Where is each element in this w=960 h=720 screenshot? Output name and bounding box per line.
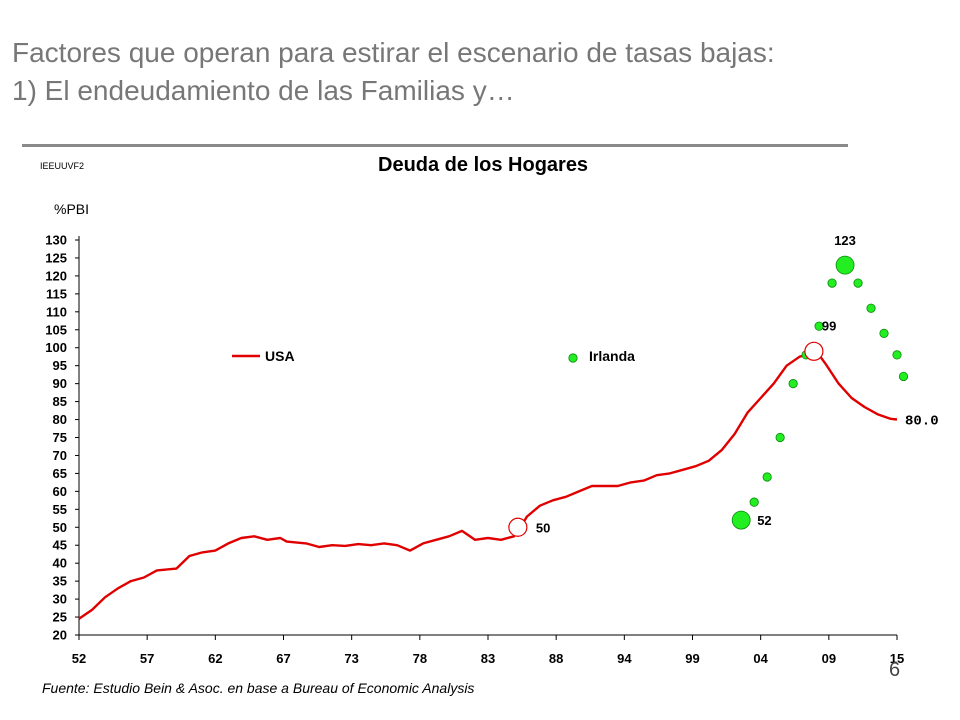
y-tick-label: 70 xyxy=(53,448,67,463)
irlanda-point xyxy=(853,278,863,288)
irlanda-point xyxy=(898,371,909,382)
y-axis-label: %PBI xyxy=(54,201,90,217)
irlanda-point xyxy=(762,472,772,482)
legend-usa-label: USA xyxy=(265,348,295,364)
x-tick-label: 62 xyxy=(208,651,222,666)
irlanda-series xyxy=(731,255,909,530)
chart-annotations: 50 99 80.0 52 123 xyxy=(508,233,939,537)
series-code: IEEUUVF2 xyxy=(40,161,85,171)
usa-low-marker xyxy=(508,517,528,537)
slide-title-line-1: Factores que operan para estirar el esce… xyxy=(12,37,775,68)
y-tick-label: 45 xyxy=(53,538,67,553)
irlanda-peak-label: 123 xyxy=(834,233,856,248)
x-tick-label: 78 xyxy=(413,651,427,666)
irlanda-point xyxy=(892,350,902,360)
usa-line xyxy=(78,351,898,620)
y-tick-label: 30 xyxy=(53,592,67,607)
y-tick-label: 90 xyxy=(53,376,67,391)
chart-axes: 130 125 120 115 110 105 100 95 90 85 80 75 70 65 60 55 5… xyxy=(45,233,904,667)
irlanda-point xyxy=(866,303,876,313)
y-tick-label: 35 xyxy=(53,574,67,589)
y-tick-label: 50 xyxy=(53,520,67,535)
x-tick-label: 52 xyxy=(72,651,86,666)
y-tick-label: 95 xyxy=(53,358,67,373)
y-tick-label: 20 xyxy=(53,628,67,643)
y-tick-label: 85 xyxy=(53,394,67,409)
x-tick-label: 04 xyxy=(753,651,768,666)
usa-end-label: 80.0 xyxy=(905,414,939,430)
y-tick-label: 55 xyxy=(53,502,67,517)
y-tick-label: 115 xyxy=(46,286,67,301)
irlanda-point xyxy=(749,497,759,507)
y-tick-label: 110 xyxy=(46,304,67,319)
source-note: Fuente: Estudio Bein & Asoc. en base a B… xyxy=(42,680,475,696)
y-tick-label: 100 xyxy=(45,340,67,355)
y-tick-label: 130 xyxy=(45,233,67,248)
y-tick-label: 65 xyxy=(53,466,67,481)
legend-irlanda-swatch xyxy=(568,353,578,363)
x-tick-label: 57 xyxy=(140,651,154,666)
usa-peak-label: 99 xyxy=(822,318,836,333)
irlanda-highlight-point xyxy=(835,255,855,275)
irlanda-point xyxy=(788,379,798,389)
y-tick-label: 125 xyxy=(45,250,67,265)
irlanda-point xyxy=(814,321,824,331)
y-tick-label: 75 xyxy=(53,430,67,445)
x-tick-label: 88 xyxy=(549,651,563,666)
x-tick-label: 73 xyxy=(344,651,358,666)
y-tick-label: 40 xyxy=(53,556,67,571)
x-tick-label: 09 xyxy=(822,651,836,666)
y-tick-label: 120 xyxy=(45,268,67,283)
x-tick-label: 94 xyxy=(617,651,632,666)
x-tick-label: 67 xyxy=(276,651,290,666)
irlanda-point xyxy=(827,278,837,288)
x-tick-label: 99 xyxy=(685,651,699,666)
slide-title: Factores que operan para estirar el esce… xyxy=(12,34,957,110)
y-tick-label: 80 xyxy=(53,412,67,427)
page-number: 6 xyxy=(889,659,901,681)
chart-legend: USA Irlanda xyxy=(232,348,635,364)
y-tick-label: 105 xyxy=(45,322,67,337)
irlanda-point xyxy=(879,328,889,338)
irlanda-point xyxy=(775,432,785,443)
irlanda-highlight-point xyxy=(731,510,751,530)
usa-peak-marker xyxy=(804,341,824,361)
title-divider xyxy=(22,144,848,147)
y-tick-label: 60 xyxy=(53,484,67,499)
x-tick-label: 83 xyxy=(481,651,495,666)
usa-low-label: 50 xyxy=(536,520,550,535)
y-tick-label: 25 xyxy=(53,610,67,625)
legend-irlanda-label: Irlanda xyxy=(589,348,635,364)
slide-title-line-2: 1) El endeudamiento de las Familias y… xyxy=(12,75,515,106)
irlanda-low-label: 52 xyxy=(757,513,771,528)
chart-title: Deuda de los Hogares xyxy=(378,154,589,176)
usa-series xyxy=(78,351,898,620)
x-tick-label: 15 xyxy=(890,651,904,666)
